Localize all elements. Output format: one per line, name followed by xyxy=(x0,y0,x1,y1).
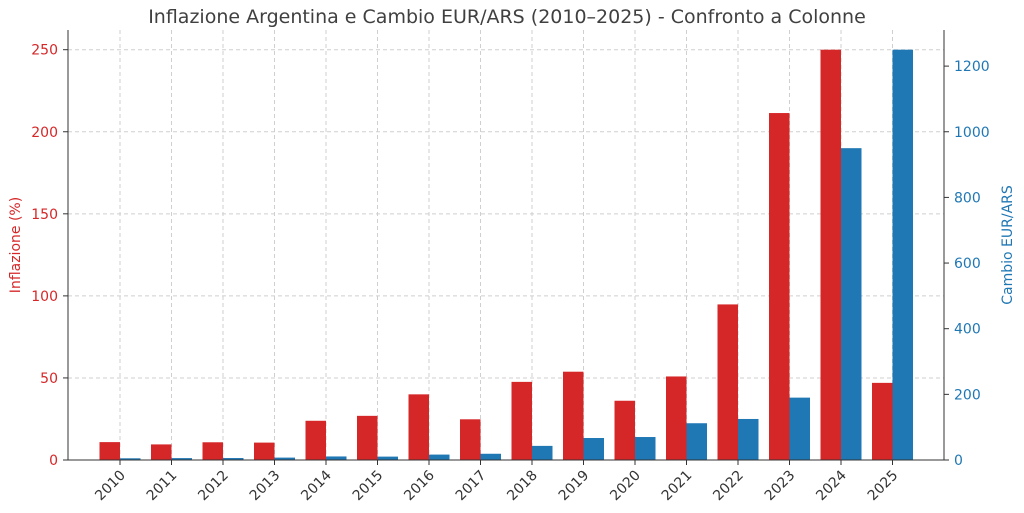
x-tick-label: 2012 xyxy=(195,468,232,505)
right-tick-label: 200 xyxy=(954,387,981,403)
bar-inflazione-2012 xyxy=(202,442,223,460)
bar-inflazione-2011 xyxy=(151,444,172,460)
x-tick-label: 2016 xyxy=(401,467,438,504)
left-tick-label: 200 xyxy=(31,125,58,141)
y-axis-label-left: Inflazione (%) xyxy=(8,197,24,293)
right-tick-label: 0 xyxy=(954,453,963,469)
bar-inflazione-2016 xyxy=(408,394,429,460)
x-tick-label: 2011 xyxy=(144,468,181,505)
bar-inflazione-2024 xyxy=(820,49,841,461)
x-tick-label: 2020 xyxy=(607,468,644,505)
right-tick-label: 600 xyxy=(954,256,981,272)
x-tick-label: 2022 xyxy=(710,468,747,505)
bar-inflazione-2019 xyxy=(563,371,584,460)
bar-cambio-2022 xyxy=(738,418,759,460)
bar-inflazione-2014 xyxy=(305,420,326,460)
x-tick-label: 2018 xyxy=(504,468,541,505)
bar-cambio-2017 xyxy=(480,453,501,460)
bar-inflazione-2020 xyxy=(614,400,635,460)
bar-cambio-2016 xyxy=(429,454,450,460)
bar-cambio-2015 xyxy=(377,456,398,460)
x-tick-label: 2021 xyxy=(659,468,696,505)
x-tick-label: 2014 xyxy=(298,467,335,504)
bar-cambio-2025 xyxy=(892,49,913,461)
right-tick-label: 800 xyxy=(954,190,981,206)
bar-cambio-2020 xyxy=(635,437,656,460)
x-tick-label: 2015 xyxy=(350,468,387,505)
axes xyxy=(67,30,945,461)
chart-title: Inflazione Argentina e Cambio EUR/ARS (2… xyxy=(148,6,866,28)
bars xyxy=(99,49,913,461)
bar-inflazione-2021 xyxy=(666,376,687,460)
x-tick-label: 2024 xyxy=(813,467,850,504)
bar-cambio-2024 xyxy=(841,148,862,460)
x-tick-label: 2010 xyxy=(92,468,129,505)
bar-inflazione-2017 xyxy=(460,419,481,460)
bar-cambio-2023 xyxy=(789,397,810,460)
bar-inflazione-2015 xyxy=(357,415,378,460)
bar-cambio-2013 xyxy=(274,457,295,460)
y-axis-label-right: Cambio EUR/ARS xyxy=(1000,185,1016,305)
grid-lines xyxy=(68,30,944,461)
bar-cambio-2018 xyxy=(532,445,553,460)
bar-inflazione-2025 xyxy=(872,382,893,460)
x-tick-label: 2019 xyxy=(556,468,593,505)
bar-inflazione-2023 xyxy=(769,113,790,460)
x-tick-label: 2025 xyxy=(865,468,902,505)
bar-inflazione-2013 xyxy=(254,442,275,460)
bar-inflazione-2018 xyxy=(511,381,532,460)
bar-cambio-2014 xyxy=(326,456,347,460)
bar-cambio-2019 xyxy=(583,438,604,460)
x-tick-label: 2023 xyxy=(762,468,799,505)
right-tick-label: 1000 xyxy=(954,125,990,141)
bar-cambio-2021 xyxy=(686,423,707,460)
bar-inflazione-2010 xyxy=(99,442,120,460)
right-tick-label: 400 xyxy=(954,322,981,338)
right-tick-label: 1200 xyxy=(954,59,990,75)
bar-cambio-2012 xyxy=(223,458,244,460)
left-tick-label: 50 xyxy=(40,371,58,387)
x-tick-label: 2013 xyxy=(247,468,284,505)
bar-cambio-2010 xyxy=(120,458,141,460)
left-tick-label: 150 xyxy=(31,207,58,223)
x-tick-label: 2017 xyxy=(453,468,490,505)
bar-cambio-2011 xyxy=(171,458,192,460)
left-tick-label: 250 xyxy=(31,43,58,59)
left-tick-label: 100 xyxy=(31,289,58,305)
left-tick-label: 0 xyxy=(49,453,58,469)
bar-inflazione-2022 xyxy=(717,304,738,460)
